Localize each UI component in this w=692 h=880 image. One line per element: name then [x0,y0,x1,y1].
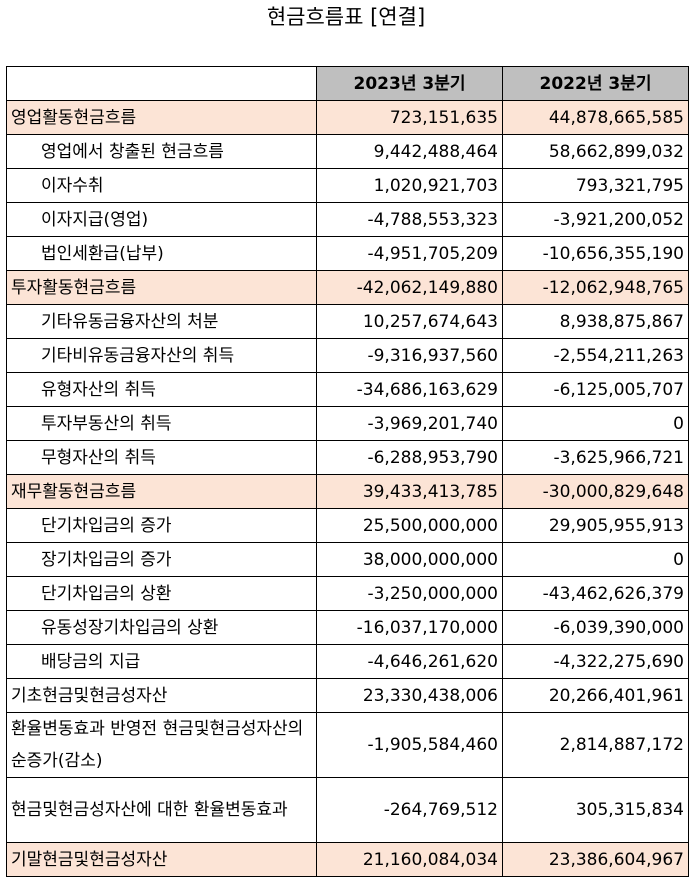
row-label: 투자부동산의 취득 [6,406,317,441]
table-row: 법인세환급(납부) -4,951,705,209 -10,656,355,190 [6,236,689,271]
value-2023q3: 21,160,084,034 [316,842,503,877]
table-row: 이자지급(영업) -4,788,553,323 -3,921,200,052 [6,202,689,237]
row-label: 유형자산의 취득 [6,372,317,407]
value-2022q3: -2,554,211,263 [502,338,689,373]
table-row: 기초현금및현금성자산 23,330,438,006 20,266,401,961 [6,678,689,713]
value-2022q3: -43,462,626,379 [502,576,689,611]
value-2023q3: 1,020,921,703 [316,168,503,203]
table-body: 영업활동현금흐름 723,151,635 44,878,665,585 영업에서 창출… [6,100,689,877]
value-2023q3: 39,433,413,785 [316,474,503,509]
table-row: 영업활동현금흐름 723,151,635 44,878,665,585 [6,100,689,135]
value-2022q3: 305,315,834 [502,777,689,843]
table-row: 배당금의 지급 -4,646,261,620 -4,322,275,690 [6,644,689,679]
value-2023q3: -264,769,512 [316,777,503,843]
row-label: 유동성장기차입금의 상환 [6,610,317,645]
value-2022q3: 8,938,875,867 [502,304,689,339]
row-label: 환율변동효과 반영전 현금및현금성자산의 순증가(감소) [6,712,317,778]
table-row: 유동성장기차입금의 상환 -16,037,170,000 -6,039,390,00… [6,610,689,645]
row-label: 법인세환급(납부) [6,236,317,271]
header-label-column [6,66,317,101]
value-2023q3: -34,686,163,629 [316,372,503,407]
table-row: 투자활동현금흐름 -42,062,149,880 -12,062,948,765 [6,270,689,305]
table-row: 단기차입금의 증가 25,500,000,000 29,905,955,913 [6,508,689,543]
value-2023q3: -3,250,000,000 [316,576,503,611]
value-2023q3: 25,500,000,000 [316,508,503,543]
table-row: 기타비유동금융자산의 취득 -9,316,937,560 -2,554,211,26… [6,338,689,373]
row-label: 영업에서 창출된 현금흐름 [6,134,317,169]
value-2022q3: 44,878,665,585 [502,100,689,135]
value-2022q3: -12,062,948,765 [502,270,689,305]
table-row: 투자부동산의 취득 -3,969,201,740 0 [6,406,689,441]
value-2022q3: -6,125,005,707 [502,372,689,407]
table-row: 영업에서 창출된 현금흐름 9,442,488,464 58,662,899,032 [6,134,689,169]
value-2023q3: -4,951,705,209 [316,236,503,271]
table-row: 유형자산의 취득 -34,686,163,629 -6,125,005,707 [6,372,689,407]
value-2023q3: 9,442,488,464 [316,134,503,169]
value-2023q3: -1,905,584,460 [316,712,503,778]
value-2022q3: -3,625,966,721 [502,440,689,475]
value-2023q3: 38,000,000,000 [316,542,503,577]
value-2022q3: 29,905,955,913 [502,508,689,543]
header-2022q3: 2022년 3분기 [502,66,689,101]
row-label: 영업활동현금흐름 [6,100,317,135]
table-row: 재무활동현금흐름 39,433,413,785 -30,000,829,648 [6,474,689,509]
table-row: 기말현금및현금성자산 21,160,084,034 23,386,604,967 [6,842,689,877]
value-2022q3: 58,662,899,032 [502,134,689,169]
header-2023q3: 2023년 3분기 [316,66,503,101]
row-label: 단기차입금의 상환 [6,576,317,611]
row-label: 기타비유동금융자산의 취득 [6,338,317,373]
row-label: 기타유동금융자산의 처분 [6,304,317,339]
row-label: 장기차입금의 증가 [6,542,317,577]
table-row: 환율변동효과 반영전 현금및현금성자산의 순증가(감소) -1,905,584,4… [6,712,689,778]
value-2023q3: -3,969,201,740 [316,406,503,441]
row-label: 현금및현금성자산에 대한 환율변동효과 [6,777,317,843]
value-2022q3: -10,656,355,190 [502,236,689,271]
value-2022q3: 2,814,887,172 [502,712,689,778]
value-2023q3: -9,316,937,560 [316,338,503,373]
row-label: 단기차입금의 증가 [6,508,317,543]
value-2022q3: -3,921,200,052 [502,202,689,237]
value-2022q3: -4,322,275,690 [502,644,689,679]
row-label: 배당금의 지급 [6,644,317,679]
value-2023q3: 10,257,674,643 [316,304,503,339]
table-row: 무형자산의 취득 -6,288,953,790 -3,625,966,721 [6,440,689,475]
row-label: 기초현금및현금성자산 [6,678,317,713]
value-2022q3: 793,321,795 [502,168,689,203]
row-label: 재무활동현금흐름 [6,474,317,509]
table-row: 이자수취 1,020,921,703 793,321,795 [6,168,689,203]
value-2022q3: -30,000,829,648 [502,474,689,509]
row-label: 무형자산의 취득 [6,440,317,475]
value-2022q3: 20,266,401,961 [502,678,689,713]
value-2023q3: -42,062,149,880 [316,270,503,305]
row-label: 투자활동현금흐름 [6,270,317,305]
table-header-row: 2023년 3분기 2022년 3분기 [6,66,689,101]
value-2023q3: -6,288,953,790 [316,440,503,475]
value-2023q3: -16,037,170,000 [316,610,503,645]
row-label: 이자지급(영업) [6,202,317,237]
table-row: 기타유동금융자산의 처분 10,257,674,643 8,938,875,867 [6,304,689,339]
value-2022q3: 0 [502,406,689,441]
value-2023q3: 23,330,438,006 [316,678,503,713]
value-2023q3: -4,646,261,620 [316,644,503,679]
value-2023q3: 723,151,635 [316,100,503,135]
value-2023q3: -4,788,553,323 [316,202,503,237]
value-2022q3: -6,039,390,000 [502,610,689,645]
table-row: 장기차입금의 증가 38,000,000,000 0 [6,542,689,577]
page-title: 현금흐름표 [연결] [266,5,426,29]
value-2022q3: 0 [502,542,689,577]
cash-flow-table: 2023년 3분기 2022년 3분기 영업활동현금흐름 723,151,635 4… [6,66,689,877]
table-row: 단기차입금의 상환 -3,250,000,000 -43,462,626,379 [6,576,689,611]
row-label: 이자수취 [6,168,317,203]
table-row: 현금및현금성자산에 대한 환율변동효과 -264,769,512 305,315,8… [6,777,689,843]
value-2022q3: 23,386,604,967 [502,842,689,877]
row-label: 기말현금및현금성자산 [6,842,317,877]
